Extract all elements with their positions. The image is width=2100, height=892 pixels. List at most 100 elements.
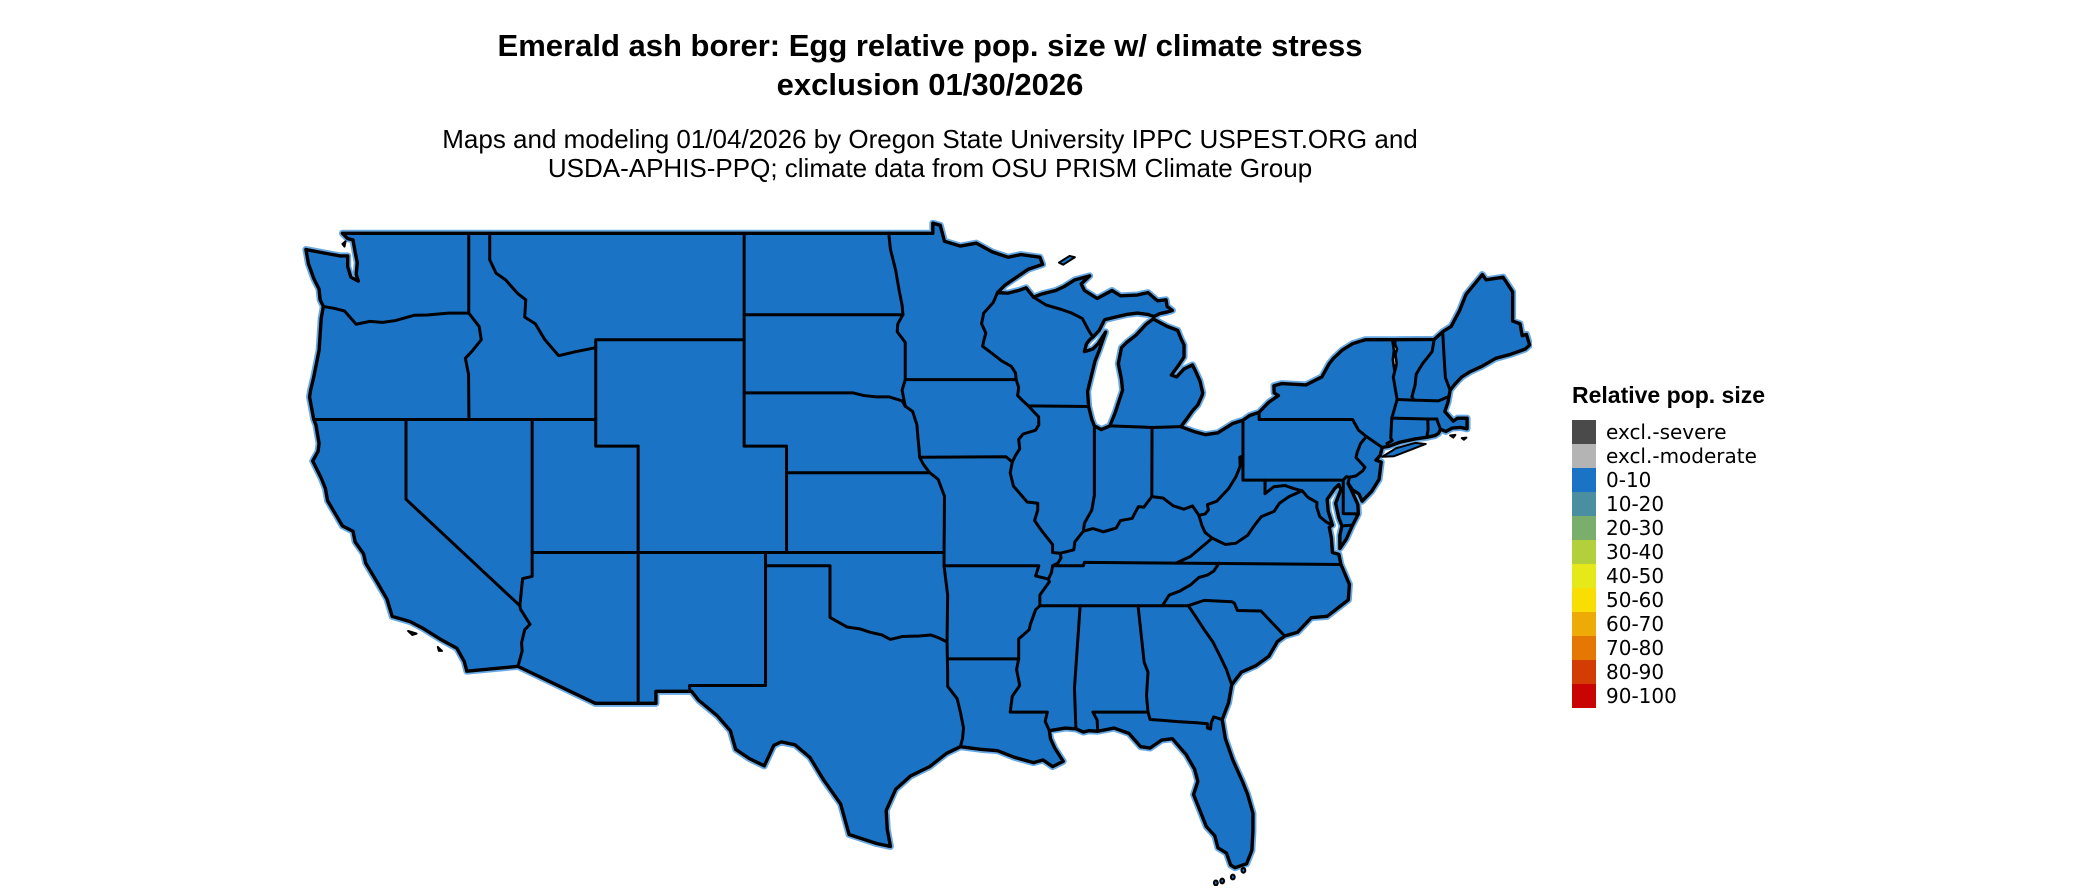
border-ct-ri xyxy=(1427,419,1428,437)
legend-item-label: 0-10 xyxy=(1606,468,1652,492)
florida-keys xyxy=(1241,868,1245,873)
lake-champlain xyxy=(1392,340,1397,371)
border-tx-la-sabine xyxy=(947,642,964,747)
legend-item: 10-20 xyxy=(1572,492,1765,516)
border-nv-ut-az xyxy=(520,419,532,605)
channel-islands xyxy=(408,631,416,635)
border-wa-or xyxy=(323,306,468,324)
legend-swatch xyxy=(1572,468,1596,492)
legend-item: 0-10 xyxy=(1572,468,1765,492)
border-vt-nh xyxy=(1412,339,1434,400)
islands xyxy=(342,241,1466,885)
state-borders xyxy=(314,233,1450,746)
border-nm-tx xyxy=(690,566,766,692)
page-subtitle: Maps and modeling 01/04/2026 by Oregon S… xyxy=(0,125,1860,183)
page-title-line2: exclusion 01/30/2026 xyxy=(776,67,1084,102)
border-ma-south xyxy=(1392,418,1437,419)
long-island xyxy=(1382,443,1425,457)
page-title-line1: Emerald ash borer: Egg relative pop. siz… xyxy=(497,28,1363,63)
border-ut-wy xyxy=(596,419,638,446)
legend-swatch xyxy=(1572,636,1596,660)
legend-item-label: 20-30 xyxy=(1606,516,1665,540)
border-ohio-river xyxy=(1060,456,1243,554)
border-mo-ar xyxy=(944,566,1048,579)
border-ca-nv-az xyxy=(406,419,530,666)
legend-item: 80-90 xyxy=(1572,660,1765,684)
border-va-nc xyxy=(1176,563,1341,564)
border-ok-ar xyxy=(944,552,948,641)
legend-swatch xyxy=(1572,660,1596,684)
catalina-island xyxy=(438,647,442,651)
us-map xyxy=(300,220,1532,886)
border-potomac xyxy=(1265,480,1332,525)
legend-swatch xyxy=(1572,540,1596,564)
border-mi-oh-in xyxy=(1110,426,1181,428)
legend-items: excl.-severe excl.-moderate 0-10 10-20 20-30… xyxy=(1572,420,1765,708)
border-mn-dakotas xyxy=(889,233,906,406)
page-title: Emerald ash borer: Egg relative pop. siz… xyxy=(0,26,1860,104)
border-co-east xyxy=(744,446,786,552)
page-subtitle-line1: Maps and modeling 01/04/2026 by Oregon S… xyxy=(442,124,1418,154)
legend: Relative pop. size excl.-severe excl.-mod… xyxy=(1572,382,1765,708)
border-ia-mo xyxy=(920,457,1013,462)
legend-item-label: 60-70 xyxy=(1606,612,1665,636)
legend-swatch xyxy=(1572,564,1596,588)
map-area xyxy=(300,220,1532,886)
border-ny-nj xyxy=(1366,437,1382,448)
border-de-md xyxy=(1343,477,1358,514)
florida-keys xyxy=(1231,875,1235,880)
legend-swatch xyxy=(1572,420,1596,444)
legend-item: 40-50 xyxy=(1572,564,1765,588)
border-mississippi-river xyxy=(982,293,1062,731)
legend-item: 30-40 xyxy=(1572,540,1765,564)
legend-swatch xyxy=(1572,516,1596,540)
legend-item: 60-70 xyxy=(1572,612,1765,636)
florida-keys xyxy=(1220,879,1224,884)
border-id-mt xyxy=(490,233,596,355)
border-pa-south xyxy=(1243,456,1343,480)
inland-lakes xyxy=(1392,340,1397,371)
legend-item-label: 10-20 xyxy=(1606,492,1665,516)
border-fl-north xyxy=(1093,712,1222,731)
legend-swatch xyxy=(1572,684,1596,708)
border-al-ga xyxy=(1138,606,1148,712)
legend-item: 50-60 xyxy=(1572,588,1765,612)
border-or-id xyxy=(465,313,481,419)
border-va-ky xyxy=(1176,538,1212,563)
page-subtitle-line2: USDA-APHIS-PPQ; climate data from OSU PR… xyxy=(547,153,1313,183)
legend-swatch xyxy=(1572,588,1596,612)
border-ms-al xyxy=(1074,606,1080,729)
legend-item: 70-80 xyxy=(1572,636,1765,660)
border-ky-tn xyxy=(1053,562,1176,565)
legend-item-label: 90-100 xyxy=(1606,684,1677,708)
border-nc-tn xyxy=(1162,563,1219,606)
legend-item-label: excl.-moderate xyxy=(1606,444,1757,468)
border-me-nh xyxy=(1443,332,1450,391)
border-sd-ne xyxy=(744,393,905,406)
legend-title: Relative pop. size xyxy=(1572,382,1766,408)
nantucket xyxy=(1462,438,1467,440)
legend-swatch xyxy=(1572,444,1596,468)
marthas-vineyard xyxy=(1450,435,1455,438)
florida-keys xyxy=(1214,880,1218,885)
border-ok-tx-red-river xyxy=(766,552,947,641)
legend-item: 20-30 xyxy=(1572,516,1765,540)
border-ri-ma xyxy=(1437,419,1441,429)
legend-item: excl.-moderate xyxy=(1572,444,1765,468)
border-md-va-delmarva xyxy=(1342,525,1353,526)
legend-item-label: 50-60 xyxy=(1606,588,1665,612)
legend-item-label: excl.-severe xyxy=(1606,420,1727,444)
border-wv-va xyxy=(1212,491,1302,545)
legend-swatch xyxy=(1572,612,1596,636)
border-nc-sc xyxy=(1188,600,1284,636)
border-pa-ny-nj xyxy=(1259,412,1366,483)
border-mt-wy xyxy=(596,340,744,348)
san-juan-islands xyxy=(342,241,345,246)
legend-item-label: 40-50 xyxy=(1606,564,1665,588)
border-ga-sc xyxy=(1188,606,1231,685)
border-wv-ky xyxy=(1199,515,1212,538)
border-wi-il xyxy=(1028,406,1088,407)
border-missouri-river xyxy=(905,406,944,552)
legend-item-label: 30-40 xyxy=(1606,540,1665,564)
